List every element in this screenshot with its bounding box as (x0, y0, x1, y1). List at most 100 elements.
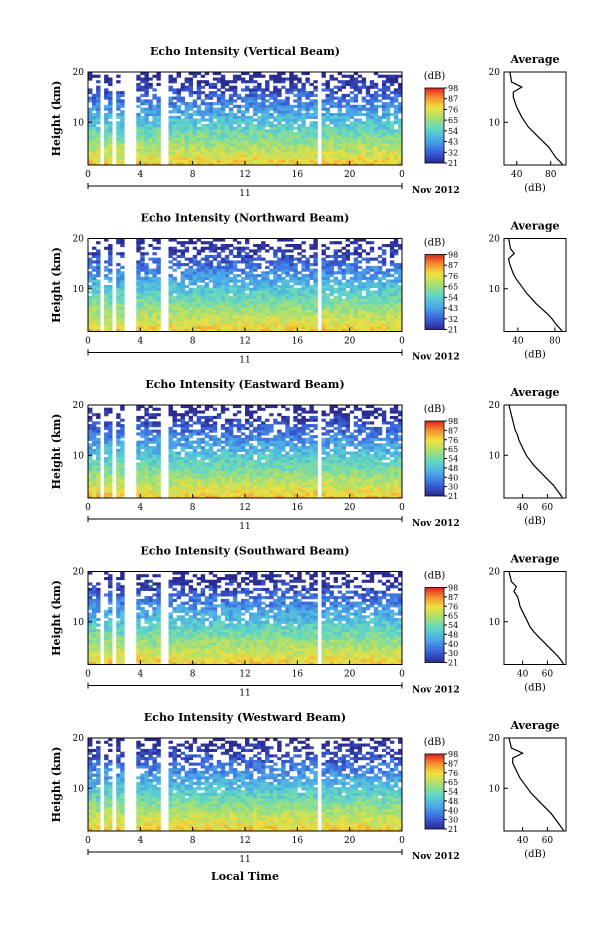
heatmap-cell (232, 293, 238, 297)
heatmap-cell (120, 293, 125, 297)
heatmap-cell (228, 462, 234, 466)
heatmap-cell (365, 129, 371, 133)
heatmap-cell (353, 301, 359, 305)
y-tick-label: 20 (73, 235, 85, 245)
heatmap-cell (188, 306, 193, 310)
heatmap-cell (289, 315, 294, 319)
heatmap-cell (309, 93, 314, 97)
heatmap-cell (385, 328, 391, 332)
heatmap-cell (333, 326, 338, 330)
heatmap-cell (232, 93, 238, 97)
heatmap-cell (389, 159, 395, 163)
heatmap-cell (349, 145, 355, 149)
heatmap-cell (361, 309, 367, 313)
heatmap-cell (325, 159, 330, 163)
heatmap-cell (208, 457, 214, 461)
heatmap-cell (192, 110, 198, 114)
heatmap-cell (220, 459, 226, 463)
heatmap-cell (136, 82, 141, 86)
heatmap-cell (373, 162, 379, 166)
heatmap-cell (104, 145, 109, 149)
heatmap-cell (140, 293, 145, 297)
heatmap-cell (232, 77, 238, 81)
heatmap-cell (373, 132, 379, 136)
heatmap-cell (184, 476, 189, 480)
heatmap-cell (92, 295, 97, 299)
heatmap-cell (104, 317, 109, 321)
heatmap-cell (224, 323, 230, 327)
heatmap-cell (144, 476, 149, 480)
heatmap-cell (92, 74, 97, 78)
heatmap-cell (144, 137, 149, 141)
heatmap-cell (184, 132, 189, 136)
heatmap-cell (349, 80, 355, 84)
heatmap-cell (212, 304, 218, 308)
heatmap-cell (200, 298, 206, 302)
average-x-label: (dB) (524, 183, 546, 194)
heatmap-cell (204, 107, 210, 111)
heatmap-cell (184, 465, 189, 469)
heatmap-cell (200, 462, 206, 466)
heatmap-cell (345, 104, 350, 108)
heatmap-cell (176, 91, 181, 95)
heatmap-cell (329, 312, 334, 316)
heatmap-cell (273, 74, 278, 78)
heatmap-cell (168, 238, 173, 242)
heatmap-cell (293, 118, 298, 122)
heatmap-cell (108, 287, 113, 291)
heatmap-cell (156, 82, 161, 86)
heatmap-cell (192, 156, 198, 160)
heatmap-cell (92, 315, 97, 319)
heatmap-cell (204, 415, 210, 419)
heatmap-cell (329, 298, 334, 302)
heatmap-cell (301, 304, 306, 308)
heatmap-cell (257, 306, 262, 310)
heatmap-cell (289, 113, 294, 117)
heatmap-cell (212, 495, 218, 499)
heatmap-cell (224, 254, 230, 258)
heatmap-cell (385, 320, 391, 324)
heatmap-cell (188, 159, 193, 163)
heatmap-cell (176, 298, 181, 302)
heatmap-cell (345, 132, 350, 136)
heatmap-cell (245, 287, 250, 291)
heatmap-cell (176, 156, 181, 160)
heatmap-cell (232, 418, 238, 422)
heatmap-cell (152, 287, 157, 291)
heatmap-cell (96, 457, 101, 461)
heatmap-cell (289, 145, 294, 149)
heatmap-cell (220, 129, 226, 133)
heatmap-cell (369, 298, 375, 302)
heatmap-cell (116, 317, 121, 321)
heatmap-cell (253, 328, 258, 332)
heatmap-cell (188, 328, 193, 332)
heatmap-cell (381, 88, 387, 92)
heatmap-cell (176, 115, 181, 119)
heatmap-cell (232, 489, 238, 493)
heatmap-cell (92, 435, 97, 439)
heatmap-cell (96, 93, 101, 97)
heatmap-cell (249, 476, 254, 480)
heatmap-cell (389, 285, 395, 289)
heatmap-cell (349, 85, 355, 89)
heatmap-cell (285, 293, 290, 297)
heatmap-cell (120, 440, 125, 444)
heatmap-cell (232, 462, 238, 466)
heatmap-cell (321, 154, 326, 158)
heatmap-cell (144, 263, 149, 267)
heatmap-cell (293, 115, 298, 119)
heatmap-cell (261, 276, 266, 280)
heatmap-cell (281, 148, 286, 152)
x-tick-label: 8 (190, 337, 196, 347)
heatmap-cell (108, 451, 113, 455)
heatmap-cell (104, 132, 109, 136)
heatmap-cell (104, 473, 109, 477)
heatmap-cell (168, 126, 173, 130)
heatmap-cell (116, 451, 121, 455)
heatmap-cell (228, 159, 234, 163)
heatmap-cell (357, 282, 363, 286)
heatmap-cell (273, 88, 278, 92)
heatmap-cell (381, 159, 387, 163)
heatmap-cell (204, 328, 210, 332)
heatmap-cell (176, 265, 181, 269)
